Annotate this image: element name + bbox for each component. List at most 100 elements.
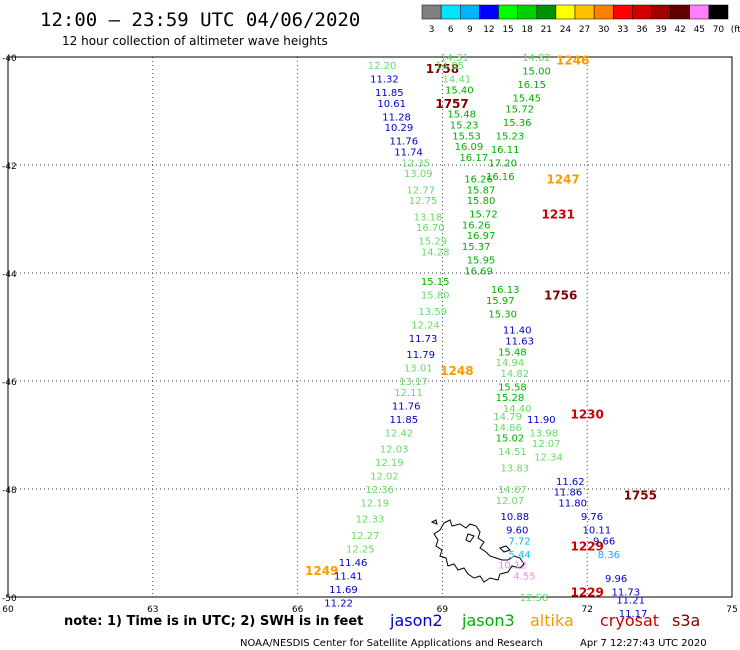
swh-value: 11.69 xyxy=(329,585,358,596)
swh-value: 16.17 xyxy=(459,153,488,164)
swh-value: 4.55 xyxy=(513,571,535,582)
legend-altika: altika xyxy=(530,611,574,630)
swh-value: 13.18 xyxy=(414,212,443,223)
colorbar-swatch xyxy=(421,4,442,20)
swh-value: 16.26 xyxy=(464,175,493,186)
swh-value: 14.94 xyxy=(496,358,525,369)
swh-value: 14.07 xyxy=(498,485,527,496)
swh-value: 10.12 xyxy=(498,561,527,572)
swh-value: 11.73 xyxy=(409,334,438,345)
swh-value: 11.80 xyxy=(558,499,587,510)
swh-value: 11.79 xyxy=(406,350,435,361)
pass-time: 1757 xyxy=(435,97,468,111)
swh-value: 7.72 xyxy=(508,536,530,547)
colorbar-label: 24 xyxy=(560,25,572,35)
swh-value: 12.24 xyxy=(411,320,440,331)
pass-time-labels: 1758 1757 1246 1247 1231 1756 1248 1230 1755 1229… xyxy=(305,54,657,600)
swh-value: 17.20 xyxy=(488,158,517,169)
swh-value: 9.60 xyxy=(506,526,528,537)
pass-time: 1248 xyxy=(440,364,473,378)
swh-value: 5.44 xyxy=(508,550,530,561)
colorbar-swatch xyxy=(689,4,710,20)
swh-value: 10.11 xyxy=(583,526,612,537)
swh-value: 12.36 xyxy=(365,485,394,496)
swh-value: 12.07 xyxy=(496,496,525,507)
map-title: 12:00 – 23:59 UTC 04/06/2020 xyxy=(40,9,360,31)
colorbar-swatch xyxy=(593,4,614,20)
swh-value: 15.00 xyxy=(522,67,551,78)
pass-time: 1230 xyxy=(570,407,603,421)
swh-value: 16.16 xyxy=(486,172,515,183)
swh-value: 15.37 xyxy=(462,242,491,253)
swh-value: 12.07 xyxy=(532,439,561,450)
swh-value: 16.97 xyxy=(467,231,496,242)
swh-value: 13.98 xyxy=(529,428,558,439)
swh-value: 13.09 xyxy=(404,169,433,180)
swh-value: 15.53 xyxy=(452,131,481,142)
longitude-labels: 60 63 66 69 72 75 xyxy=(2,605,737,615)
pass-time: 1231 xyxy=(542,208,575,222)
swh-value: 12.58 xyxy=(520,593,549,604)
colorbar-swatch xyxy=(632,4,652,20)
colorbar-label: 45 xyxy=(694,25,705,35)
kerguelen-island xyxy=(430,519,525,583)
pass-time: 1755 xyxy=(624,488,657,502)
colorbar-label: 27 xyxy=(579,25,590,35)
colorbar-swatch xyxy=(498,4,518,20)
colorbar-label: 39 xyxy=(655,25,667,35)
swh-value: 15.58 xyxy=(498,382,527,393)
colorbar-swatch xyxy=(555,4,576,20)
colorbar-swatch xyxy=(670,4,690,20)
lon-label: 75 xyxy=(726,605,737,615)
swh-value: 15.30 xyxy=(488,310,517,321)
lat-label: -46 xyxy=(2,378,17,388)
pass-time: 1229 xyxy=(570,586,603,600)
swh-value: 12.35 xyxy=(402,158,431,169)
swh-value: 11.76 xyxy=(392,401,421,412)
colorbar-swatch xyxy=(651,4,671,20)
swh-value: 16.26 xyxy=(462,220,491,231)
footer-timestamp: Apr 7 12:27:43 UTC 2020 xyxy=(580,638,707,649)
swh-value: 11.62 xyxy=(556,477,585,488)
swh-value: 15.40 xyxy=(445,85,474,96)
swh-value: 11.76 xyxy=(389,137,418,148)
swh-value: 15.72 xyxy=(505,104,534,115)
swh-value: 15.80 xyxy=(421,291,450,302)
swh-value: 11.22 xyxy=(324,598,353,609)
swh-value: 13.83 xyxy=(500,463,529,474)
lat-label: -48 xyxy=(2,486,17,496)
lon-label: 72 xyxy=(581,605,592,615)
swh-value: 15.72 xyxy=(469,210,498,221)
legend-jason2: jason2 xyxy=(389,611,443,630)
swh-value: 11.85 xyxy=(375,88,404,99)
swh-value: 12.42 xyxy=(385,428,414,439)
swh-value: 14.86 xyxy=(493,423,522,434)
swh-value: 12.33 xyxy=(356,515,385,526)
footer-credit: NOAA/NESDIS Center for Satellite Applica… xyxy=(240,638,543,649)
swh-value: 14.28 xyxy=(421,247,450,258)
lon-label: 66 xyxy=(292,605,304,615)
swh-value: 12.20 xyxy=(368,61,397,72)
colorbar-label: 15 xyxy=(502,25,513,35)
swh-value: 10.61 xyxy=(377,99,406,110)
swh-value: 13.17 xyxy=(399,377,428,388)
swh-value: 11.17 xyxy=(619,609,648,620)
swh-value: 14.85 xyxy=(435,61,464,72)
colorbar-swatch xyxy=(536,4,557,20)
swh-value: 12.11 xyxy=(394,388,423,399)
pass-time: 1758 xyxy=(426,62,459,76)
swh-value: 14.31 xyxy=(440,53,469,64)
colorbar-label: 33 xyxy=(617,25,628,35)
swh-value: 14.41 xyxy=(443,75,472,86)
swh-value-labels: 14.3114.8514.4115.4015.4815.2315.5316.09… xyxy=(324,53,647,620)
legend-s3a: s3a xyxy=(672,611,700,630)
swh-value: 12.19 xyxy=(375,458,404,469)
swh-value: 15.29 xyxy=(418,237,447,248)
colorbar-label: 42 xyxy=(674,25,685,35)
colorbar-swatch xyxy=(460,4,480,20)
colorbar-swatch xyxy=(479,4,499,20)
swh-value: 11.41 xyxy=(334,571,363,582)
swh-value: 15.23 xyxy=(496,131,525,142)
legend-jason3: jason3 xyxy=(461,611,515,630)
